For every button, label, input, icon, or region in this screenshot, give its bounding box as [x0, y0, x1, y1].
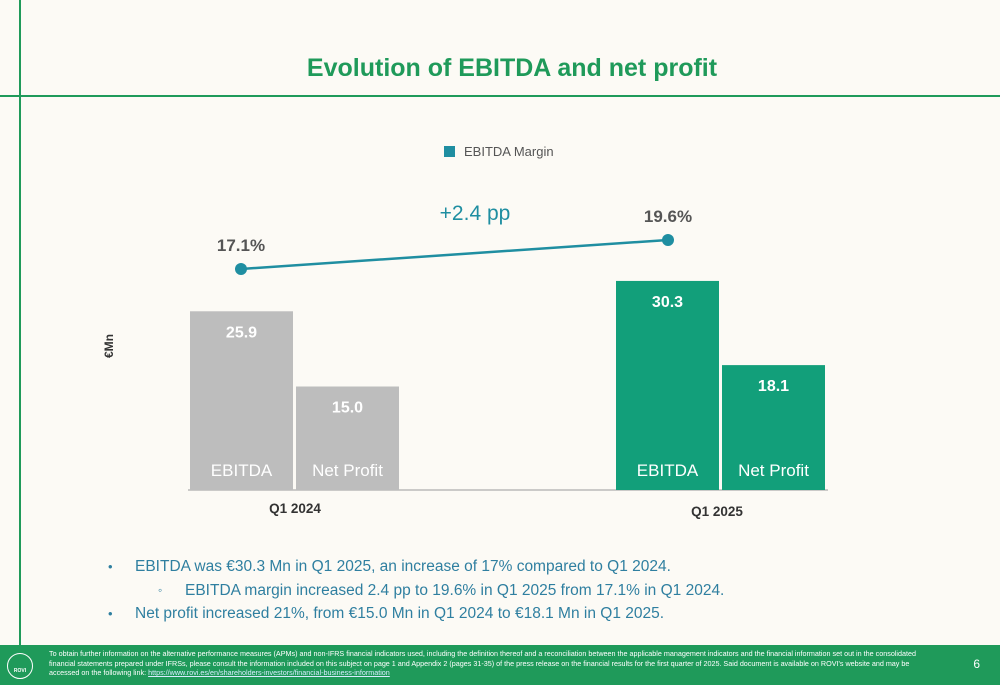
- bar-value-label: 30.3: [652, 294, 683, 311]
- title-divider-line: [0, 95, 1000, 97]
- bar-value-label: 25.9: [226, 324, 257, 341]
- logo-text: ROVI: [13, 668, 27, 674]
- left-accent-line: [19, 0, 21, 645]
- footer-disclaimer-text: To obtain further information on the alt…: [49, 649, 916, 677]
- bullet-text: Net profit increased 21%, from €15.0 Mn …: [135, 605, 665, 622]
- margin-change-label: +2.4 pp: [440, 202, 511, 225]
- rovi-logo: ROVI: [7, 653, 33, 679]
- bar-value-label: 18.1: [758, 378, 789, 395]
- category-label: Q1 2025: [691, 504, 743, 519]
- margin-point: [662, 234, 674, 246]
- margin-line: [240, 238, 669, 271]
- bar-ebitda-q1-2025: [616, 280, 719, 490]
- footer-disclaimer: To obtain further information on the alt…: [49, 649, 939, 678]
- bullet-net-profit: • Net profit increased 21%, from €15.0 Mn…: [108, 602, 928, 626]
- page-number: 6: [973, 657, 980, 671]
- bullet-marker: ◦: [158, 582, 163, 597]
- page-title: Evolution of EBITDA and net profit: [306, 54, 718, 82]
- category-label: Q1 2024: [269, 501, 321, 516]
- ebitda-net-profit-chart: 25.9 EBITDA 30.3 EBITDA 15.0 Net Profit 18.1 Ne…: [102, 144, 828, 519]
- bar-series-label: EBITDA: [211, 461, 273, 480]
- footer-bar: ROVI To obtain further information on th…: [0, 645, 1000, 685]
- bar-value-label: 15.0: [332, 400, 363, 417]
- bullet-marker: •: [108, 559, 113, 574]
- legend-swatch: [444, 146, 455, 157]
- bullet-ebitda: • EBITDA was €30.3 Mn in Q1 2025, an incr…: [108, 555, 928, 579]
- bullet-text: EBITDA was €30.3 Mn in Q1 2025, an incre…: [135, 558, 671, 575]
- y-axis-label: €Mn: [102, 334, 116, 358]
- bar-series-label: EBITDA: [637, 461, 699, 480]
- bar-series-label: Net Profit: [312, 461, 383, 480]
- bullet-text: EBITDA margin increased 2.4 pp to 19.6% …: [185, 581, 725, 599]
- margin-value-label: 19.6%: [644, 207, 692, 226]
- bar-series-label: Net Profit: [738, 461, 809, 480]
- footer-link[interactable]: https://www.rovi.es/en/shareholders-inve…: [148, 668, 390, 677]
- margin-point: [235, 263, 247, 275]
- bar-net-profit-q1-2025: [722, 365, 825, 490]
- bullet-marker: •: [108, 606, 113, 621]
- bullet-list: • EBITDA was €30.3 Mn in Q1 2025, an incr…: [108, 555, 928, 626]
- bullet-ebitda-margin: ◦ EBITDA margin increased 2.4 pp to 19.6%…: [108, 579, 928, 603]
- bar-net-profit-q1-2024: [296, 386, 399, 490]
- legend-label: EBITDA Margin: [464, 144, 554, 159]
- margin-value-label: 17.1%: [217, 236, 265, 255]
- bar-ebitda-q1-2024: [190, 311, 293, 490]
